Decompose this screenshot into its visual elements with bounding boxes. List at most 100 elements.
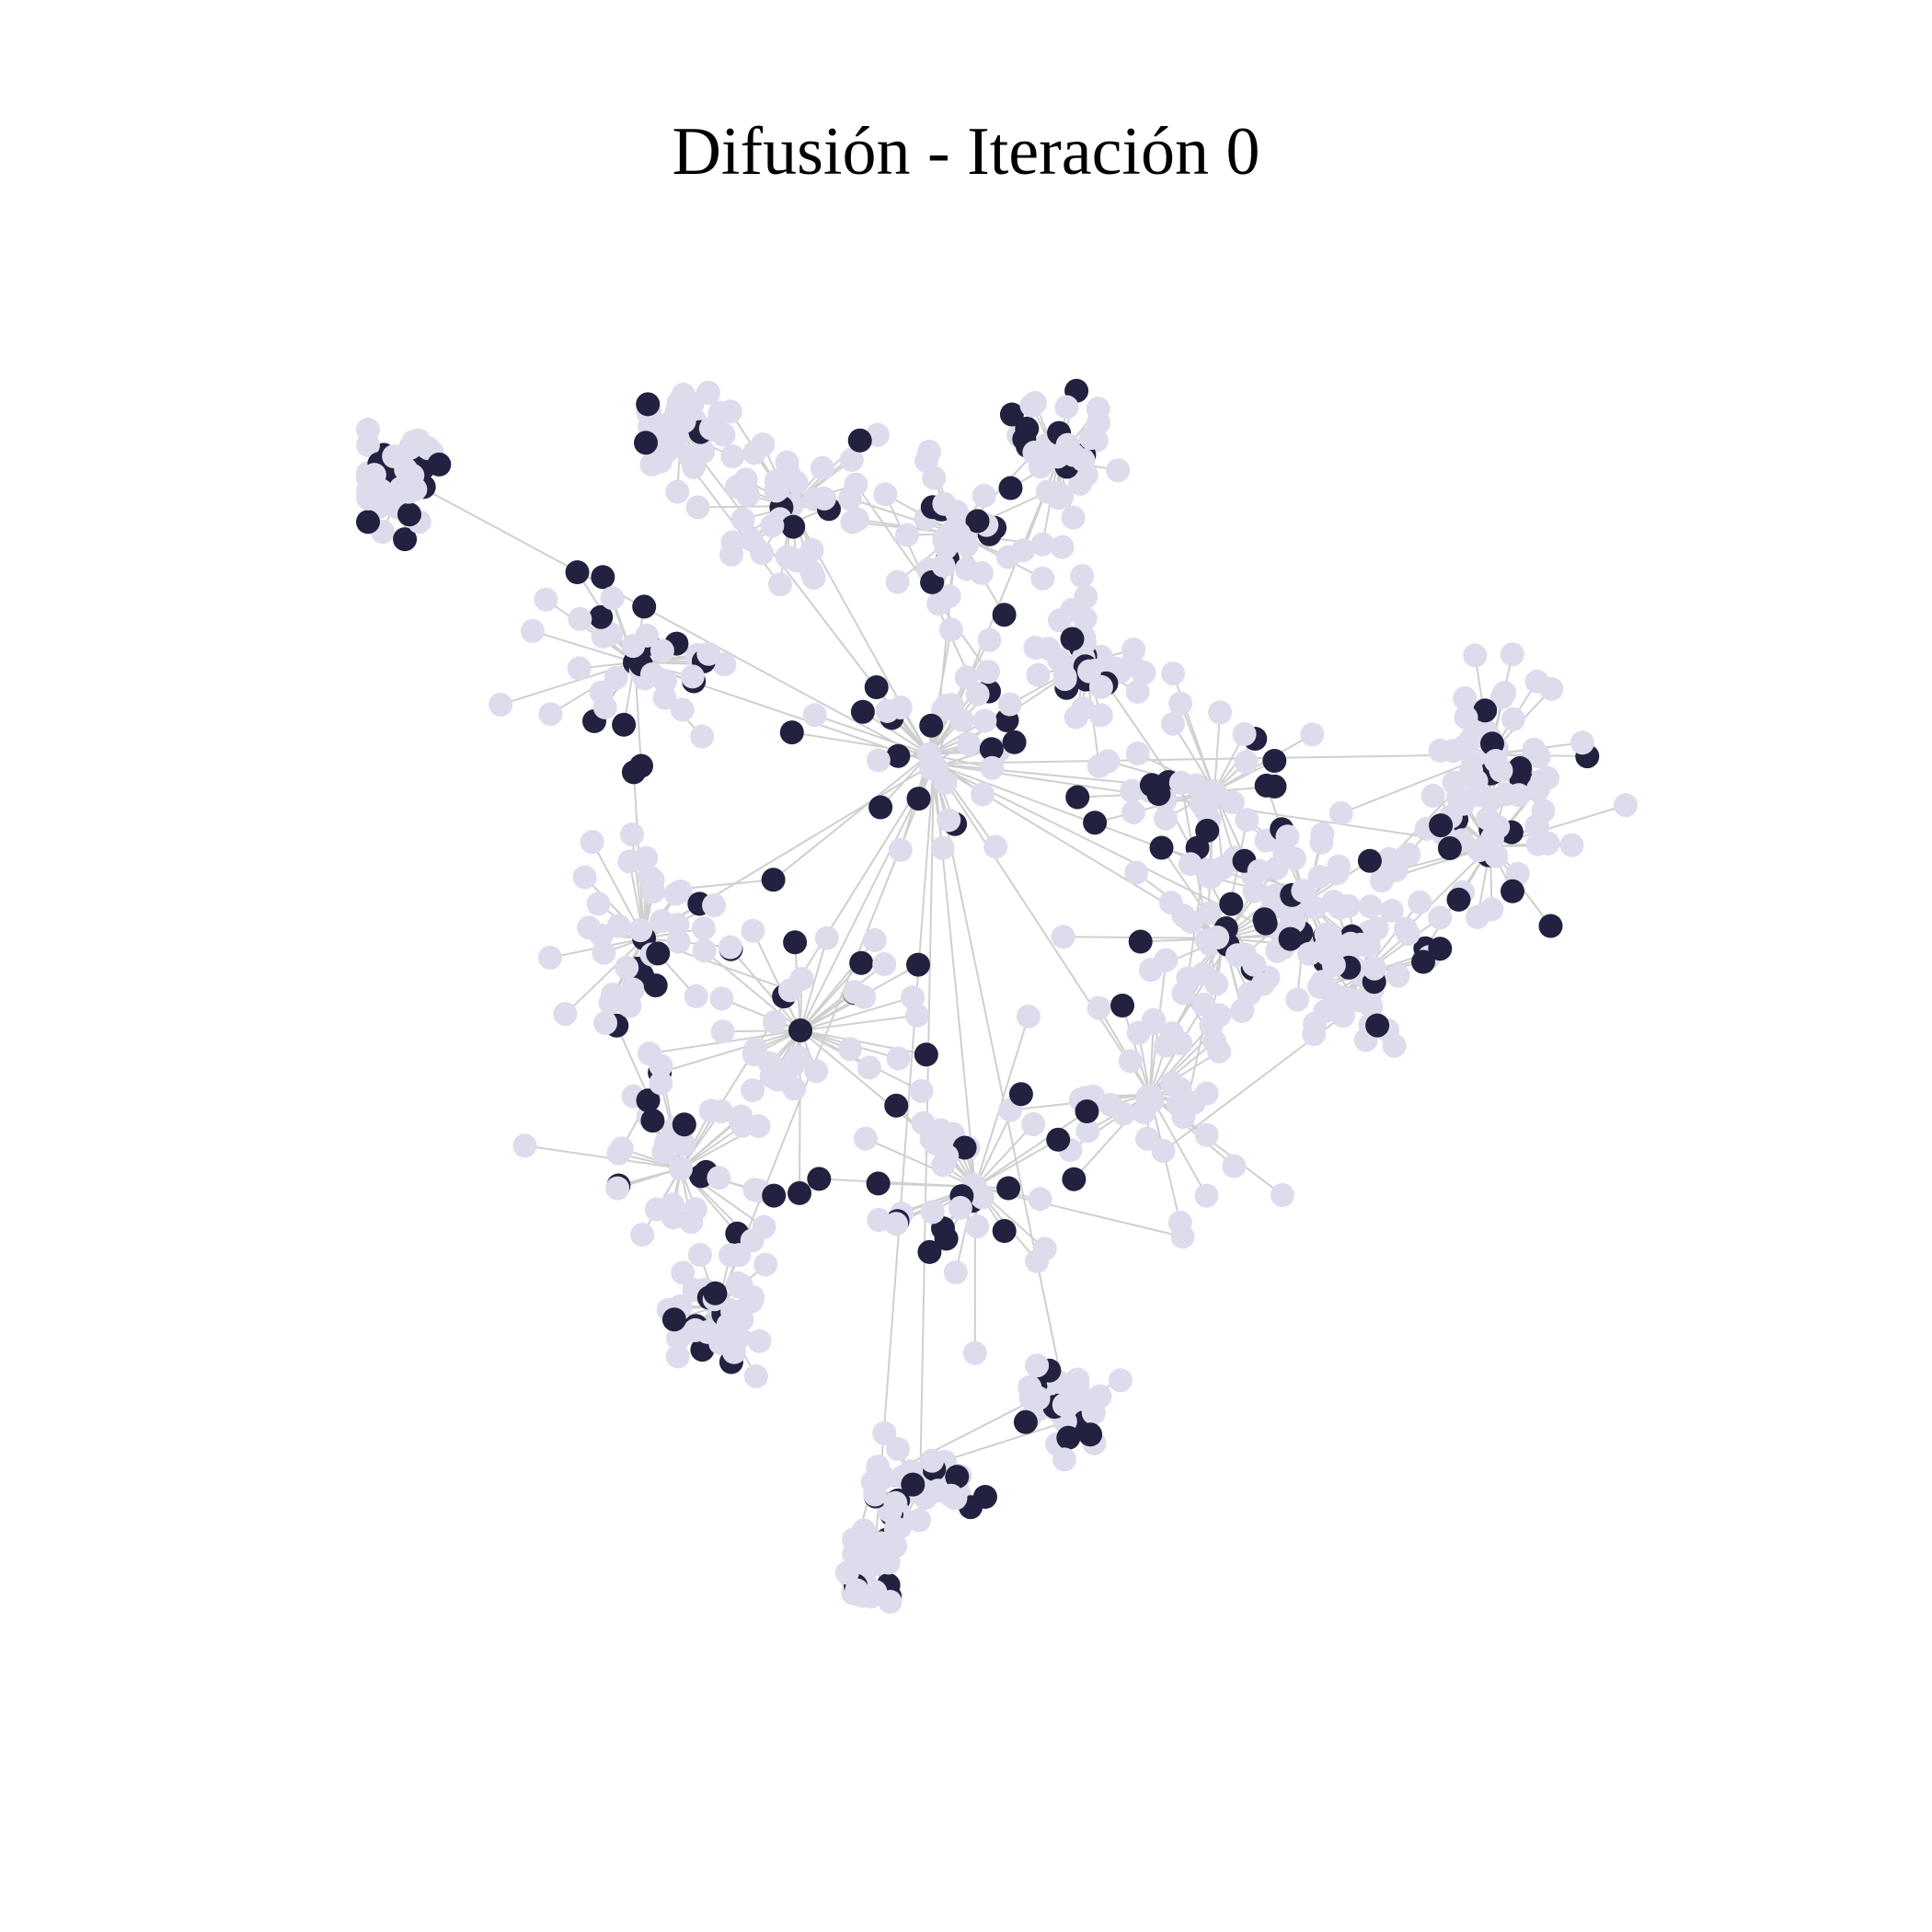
node-inactive: [741, 918, 765, 943]
node-inactive: [926, 592, 951, 616]
node-active: [1002, 730, 1027, 754]
node-inactive: [760, 513, 785, 538]
node-inactive: [1489, 758, 1513, 783]
node-inactive: [1170, 1225, 1195, 1249]
node-inactive: [804, 1059, 829, 1084]
node-inactive: [1205, 926, 1230, 949]
node-inactive: [720, 444, 745, 468]
node-active: [965, 509, 990, 534]
node-inactive: [620, 822, 644, 847]
node-inactive: [857, 1538, 882, 1563]
node-inactive: [568, 606, 592, 631]
node-inactive: [1359, 994, 1384, 1018]
node-inactive: [356, 486, 381, 511]
node-inactive: [1260, 888, 1285, 913]
edge: [721, 997, 801, 1031]
node-inactive: [1198, 901, 1223, 926]
node-inactive: [665, 1344, 690, 1369]
node-inactive: [553, 1002, 578, 1027]
node-inactive: [920, 1200, 945, 1225]
edge: [799, 1029, 870, 1069]
node-active: [643, 973, 668, 998]
node-inactive: [977, 627, 1002, 652]
node-inactive: [1064, 705, 1088, 730]
node-inactive: [1358, 894, 1383, 919]
node-inactive: [1328, 895, 1352, 920]
node-inactive: [862, 927, 887, 952]
edge: [799, 937, 828, 1031]
node-inactive: [356, 466, 380, 491]
node-inactive: [589, 923, 614, 948]
node-inactive: [933, 770, 958, 795]
node-inactive: [1524, 669, 1549, 694]
node-inactive: [1032, 1236, 1057, 1261]
node-inactive: [1242, 879, 1267, 903]
node-active: [1429, 813, 1454, 838]
node-inactive: [1073, 606, 1098, 631]
node-inactive: [1054, 395, 1079, 420]
node-active: [996, 1176, 1021, 1201]
node-active: [761, 868, 786, 892]
node-inactive: [872, 952, 897, 976]
node-inactive: [845, 1578, 869, 1603]
node-active: [783, 930, 808, 955]
node-inactive: [1204, 972, 1229, 996]
edge: [974, 1123, 1034, 1188]
node-inactive: [639, 452, 664, 477]
node-inactive: [905, 1003, 929, 1028]
node-inactive: [605, 1176, 630, 1201]
node-inactive: [1285, 987, 1310, 1012]
node-inactive: [1120, 652, 1144, 677]
node-inactive: [883, 1490, 908, 1515]
node-inactive: [1070, 564, 1095, 589]
node-inactive: [839, 447, 864, 472]
node-inactive: [980, 755, 1005, 780]
node-active: [1278, 926, 1303, 951]
node-inactive: [666, 929, 691, 954]
nodes-layer: [356, 378, 1638, 1615]
node-inactive: [707, 400, 732, 425]
node-active: [640, 1109, 665, 1133]
node-active: [1056, 1425, 1081, 1450]
node-active: [901, 1472, 926, 1497]
node-active: [779, 720, 804, 745]
node-inactive: [489, 692, 513, 717]
node-active: [972, 1485, 997, 1509]
node-inactive: [1065, 1367, 1090, 1392]
node-inactive: [1199, 1013, 1224, 1038]
node-inactive: [802, 703, 827, 728]
node-inactive: [938, 617, 963, 642]
node-active: [1254, 773, 1279, 798]
edge: [799, 1029, 933, 1141]
node-active: [636, 1088, 661, 1113]
node-inactive: [1363, 956, 1386, 981]
node-inactive: [736, 483, 761, 508]
node-inactive: [707, 1166, 731, 1190]
node-inactive: [688, 1243, 712, 1267]
node-inactive: [1087, 995, 1111, 1020]
node-inactive: [604, 666, 628, 690]
node-inactive: [1168, 691, 1193, 716]
node-inactive: [671, 384, 696, 408]
node-active: [945, 1465, 970, 1489]
node-inactive: [397, 479, 421, 504]
node-active: [397, 502, 421, 527]
node-inactive: [883, 1516, 908, 1541]
node-inactive: [591, 624, 615, 649]
node-inactive: [837, 487, 862, 511]
node-inactive: [1369, 868, 1394, 893]
node-inactive: [997, 692, 1022, 717]
node-inactive: [671, 1260, 696, 1285]
edge: [799, 1014, 918, 1031]
edge: [814, 714, 930, 755]
node-inactive: [1178, 852, 1202, 877]
node-active: [1253, 911, 1278, 936]
node-active: [1357, 848, 1382, 873]
node-inactive: [742, 441, 766, 466]
node-inactive: [1463, 643, 1488, 668]
node-inactive: [937, 808, 961, 833]
node-inactive: [520, 618, 545, 643]
node-inactive: [842, 980, 867, 1005]
edges-layer: [367, 390, 1627, 1603]
